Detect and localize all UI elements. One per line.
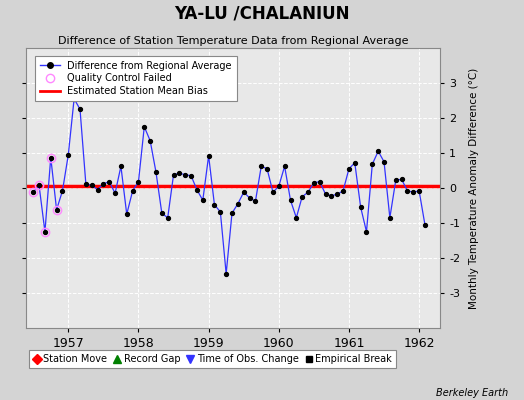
- Title: Difference of Station Temperature Data from Regional Average: Difference of Station Temperature Data f…: [58, 36, 408, 46]
- Y-axis label: Monthly Temperature Anomaly Difference (°C): Monthly Temperature Anomaly Difference (…: [468, 67, 478, 309]
- Text: Berkeley Earth: Berkeley Earth: [436, 388, 508, 398]
- Legend: Station Move, Record Gap, Time of Obs. Change, Empirical Break: Station Move, Record Gap, Time of Obs. C…: [29, 350, 396, 368]
- Text: YA-LU /CHALANIUN: YA-LU /CHALANIUN: [174, 4, 350, 22]
